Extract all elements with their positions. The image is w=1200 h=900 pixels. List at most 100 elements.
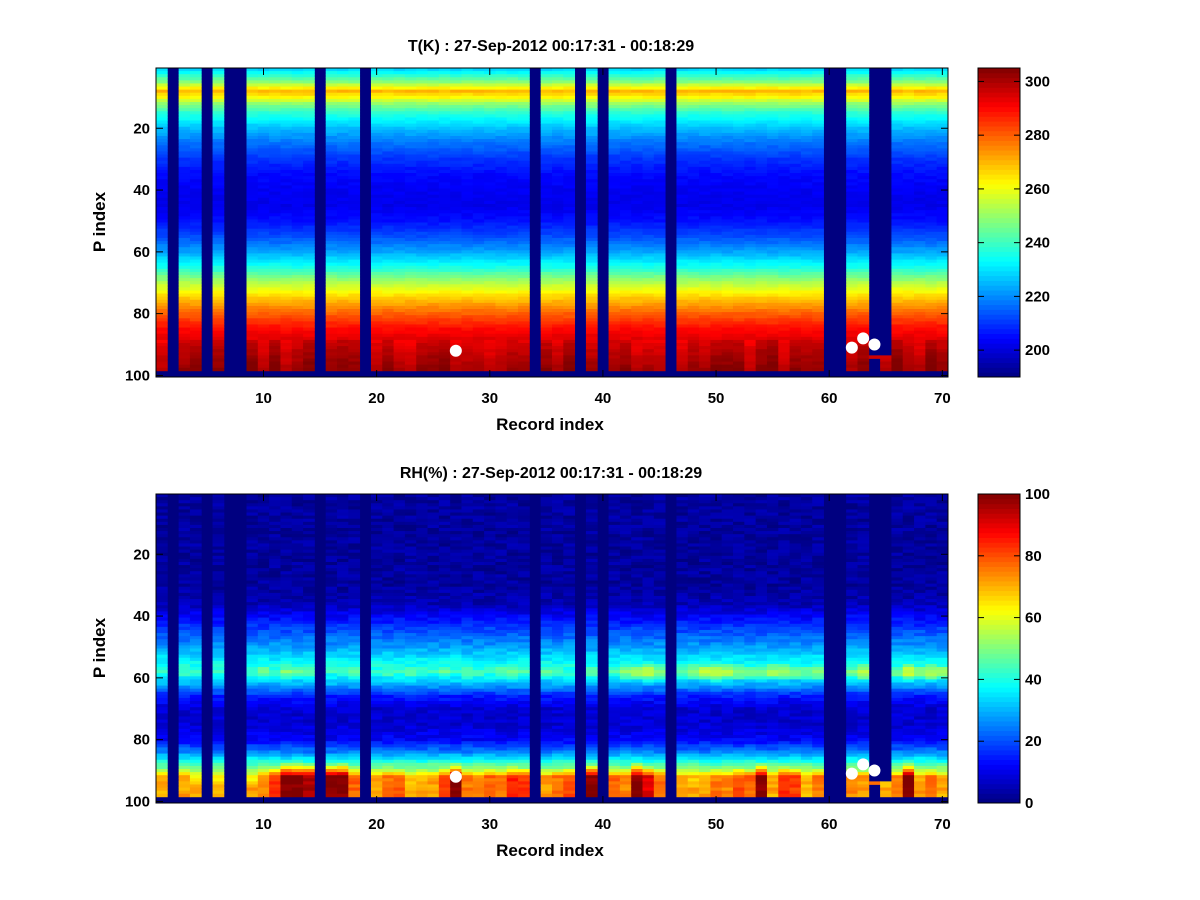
- heatmap-cell: [190, 71, 202, 74]
- heatmap-cell: [563, 155, 575, 158]
- heatmap-cell: [801, 179, 813, 182]
- record-column: [676, 68, 688, 371]
- heatmap-cell: [643, 362, 655, 365]
- heatmap-cell: [269, 235, 281, 238]
- heatmap-cell: [179, 275, 191, 278]
- record-column: [428, 68, 440, 371]
- heatmap-cell: [654, 318, 666, 321]
- heatmap-cell: [428, 139, 440, 142]
- heatmap-cell: [801, 77, 813, 80]
- heatmap-cell: [428, 155, 440, 158]
- heatmap-cell: [371, 241, 383, 244]
- heatmap-cell: [609, 173, 621, 176]
- heatmap-cell: [778, 247, 790, 250]
- heatmap-cell: [247, 216, 259, 219]
- heatmap-cell: [744, 368, 756, 371]
- heatmap-cell: [643, 117, 655, 120]
- heatmap-cell: [382, 340, 394, 343]
- heatmap-cell: [722, 192, 734, 195]
- heatmap-cell: [541, 105, 553, 108]
- heatmap-cell: [710, 300, 722, 303]
- heatmap-cell: [733, 182, 745, 185]
- heatmap-cell: [733, 68, 745, 71]
- heatmap-cell: [643, 179, 655, 182]
- heatmap-cell: [857, 93, 869, 96]
- heatmap-cell: [382, 71, 394, 74]
- heatmap-cell: [394, 189, 406, 192]
- heatmap-cell: [495, 281, 507, 284]
- heatmap-cell: [744, 96, 756, 99]
- heatmap-cell: [710, 334, 722, 337]
- heatmap-cell: [371, 173, 383, 176]
- heatmap-cell: [179, 111, 191, 114]
- heatmap-cell: [269, 87, 281, 90]
- heatmap-cell: [213, 272, 225, 275]
- heatmap-cell: [744, 164, 756, 167]
- heatmap-cell: [156, 213, 168, 216]
- heatmap-cell: [733, 284, 745, 287]
- heatmap-cell: [767, 321, 779, 324]
- heatmap-cell: [676, 192, 688, 195]
- heatmap-cell: [416, 355, 428, 358]
- heatmap-cell: [280, 136, 292, 139]
- heatmap-cell: [337, 306, 349, 309]
- heatmap-cell: [303, 263, 315, 266]
- heatmap-cell: [292, 96, 304, 99]
- heatmap-cell: [563, 114, 575, 117]
- heatmap-cell: [676, 210, 688, 213]
- heatmap-cell: [710, 136, 722, 139]
- heatmap-cell: [213, 151, 225, 154]
- heatmap-cell: [790, 185, 802, 188]
- heatmap-cell: [654, 139, 666, 142]
- heatmap-cell: [461, 133, 473, 136]
- heatmap-cell: [416, 182, 428, 185]
- heatmap-cell: [303, 266, 315, 269]
- heatmap-cell: [654, 324, 666, 327]
- heatmap-cell: [643, 287, 655, 290]
- heatmap-cell: [394, 334, 406, 337]
- heatmap-cell: [405, 68, 417, 71]
- heatmap-cell: [676, 130, 688, 133]
- heatmap-cell: [676, 216, 688, 219]
- heatmap-cell: [292, 170, 304, 173]
- heatmap-cell: [710, 238, 722, 241]
- heatmap-cell: [801, 266, 813, 269]
- heatmap-cell: [337, 365, 349, 368]
- heatmap-cell: [586, 253, 598, 256]
- heatmap-cell: [620, 250, 632, 253]
- heatmap-cell: [495, 297, 507, 300]
- heatmap-cell: [609, 306, 621, 309]
- heatmap-cell: [280, 142, 292, 145]
- heatmap-cell: [280, 263, 292, 266]
- heatmap-cell: [586, 281, 598, 284]
- heatmap-cell: [416, 139, 428, 142]
- heatmap-cell: [552, 312, 564, 315]
- heatmap-cell: [495, 321, 507, 324]
- heatmap-cell: [179, 74, 191, 77]
- heatmap-cell: [507, 99, 519, 102]
- heatmap-cell: [654, 263, 666, 266]
- heatmap-cell: [258, 256, 270, 259]
- heatmap-cell: [405, 241, 417, 244]
- heatmap-cell: [744, 179, 756, 182]
- heatmap-cell: [801, 226, 813, 229]
- heatmap-cell: [337, 229, 349, 232]
- heatmap-cell: [405, 108, 417, 111]
- heatmap-cell: [733, 192, 745, 195]
- heatmap-cell: [416, 358, 428, 361]
- heatmap-cell: [156, 244, 168, 247]
- heatmap-cell: [790, 130, 802, 133]
- heatmap-cell: [258, 300, 270, 303]
- heatmap-cell: [428, 229, 440, 232]
- heatmap-cell: [382, 297, 394, 300]
- heatmap-cell: [348, 219, 360, 222]
- heatmap-cell: [495, 278, 507, 281]
- heatmap-cell: [654, 290, 666, 293]
- heatmap-cell: [609, 287, 621, 290]
- heatmap-cell: [258, 321, 270, 324]
- heatmap-cell: [247, 142, 259, 145]
- heatmap-cell: [790, 334, 802, 337]
- heatmap-cell: [280, 284, 292, 287]
- heatmap-cell: [382, 365, 394, 368]
